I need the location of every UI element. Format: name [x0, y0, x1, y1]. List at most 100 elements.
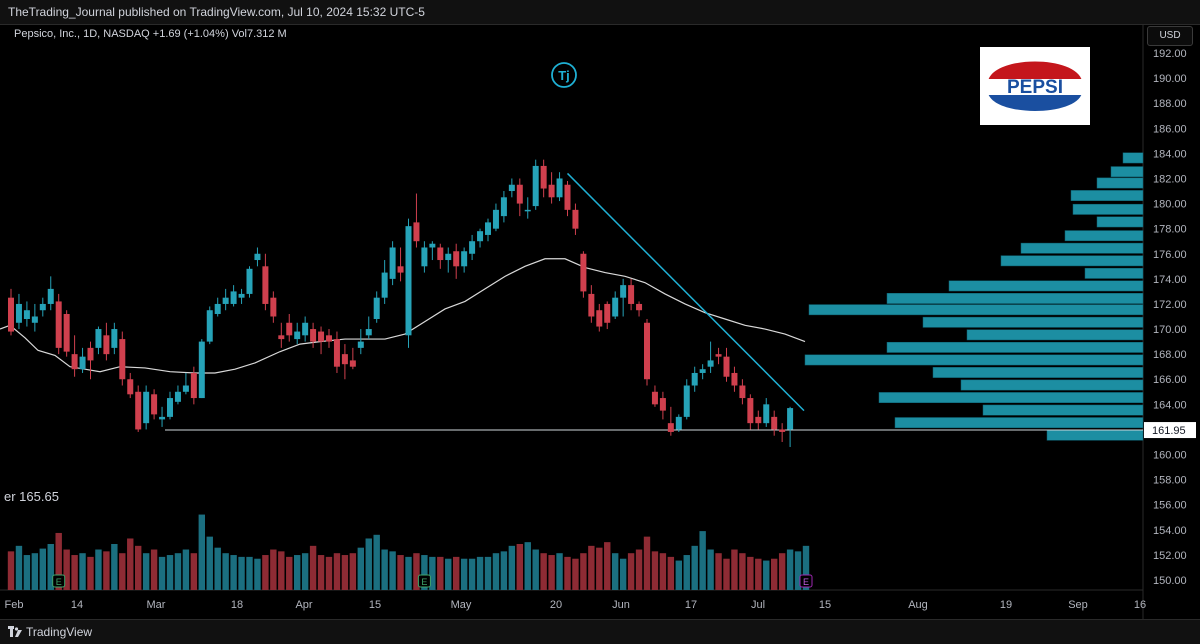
- candle-body[interactable]: [556, 178, 563, 198]
- candle-body[interactable]: [95, 329, 102, 348]
- candle-body[interactable]: [477, 231, 484, 242]
- candle-body[interactable]: [127, 379, 134, 395]
- candle-body[interactable]: [413, 222, 420, 242]
- candle-body[interactable]: [397, 266, 404, 273]
- candle-body[interactable]: [691, 372, 698, 386]
- candle-body[interactable]: [198, 341, 205, 399]
- candle-body[interactable]: [421, 247, 428, 267]
- candle-body[interactable]: [739, 385, 746, 399]
- candle-body[interactable]: [214, 303, 221, 314]
- candle-body[interactable]: [405, 226, 412, 336]
- candle-body[interactable]: [63, 313, 70, 352]
- candle-body[interactable]: [580, 253, 587, 292]
- candle-body[interactable]: [596, 310, 603, 327]
- candle-body[interactable]: [349, 360, 356, 367]
- candle-body[interactable]: [47, 288, 54, 304]
- candle-body[interactable]: [469, 241, 476, 254]
- candle-body[interactable]: [206, 310, 213, 342]
- candle-body[interactable]: [588, 293, 595, 317]
- candle-body[interactable]: [182, 385, 189, 392]
- candle-body[interactable]: [707, 360, 714, 367]
- candle-body[interactable]: [135, 391, 142, 430]
- candle-body[interactable]: [23, 310, 30, 320]
- earnings-marker[interactable]: [799, 574, 813, 588]
- candle-body[interactable]: [326, 335, 332, 342]
- candle-body[interactable]: [747, 398, 754, 424]
- candle-body[interactable]: [715, 354, 722, 357]
- candle-body[interactable]: [238, 293, 245, 298]
- candle-body[interactable]: [167, 398, 173, 417]
- candle-body[interactable]: [174, 391, 181, 402]
- candle-body[interactable]: [500, 197, 507, 217]
- candle-body[interactable]: [723, 356, 730, 377]
- candle-body[interactable]: [357, 341, 364, 348]
- candle-body[interactable]: [667, 423, 674, 432]
- candle-body[interactable]: [771, 416, 778, 430]
- candle-body[interactable]: [365, 329, 372, 336]
- candle-body[interactable]: [15, 303, 22, 323]
- candle-body[interactable]: [540, 165, 547, 189]
- candle-body[interactable]: [39, 303, 46, 311]
- candle-body[interactable]: [71, 354, 78, 370]
- candle-body[interactable]: [532, 165, 539, 207]
- candle-body[interactable]: [230, 291, 237, 304]
- candle-body[interactable]: [516, 184, 523, 204]
- candle-body[interactable]: [620, 285, 627, 298]
- candle-body[interactable]: [294, 331, 301, 340]
- candle-body[interactable]: [55, 301, 62, 348]
- candle-body[interactable]: [159, 416, 166, 420]
- candle-body[interactable]: [731, 372, 738, 386]
- candle-body[interactable]: [302, 322, 309, 336]
- candle-body[interactable]: [508, 184, 515, 192]
- candle-body[interactable]: [286, 322, 293, 336]
- candle-body[interactable]: [572, 209, 579, 229]
- candle-body[interactable]: [453, 251, 460, 267]
- candle-body[interactable]: [222, 297, 229, 304]
- candle-body[interactable]: [270, 297, 277, 317]
- candle-body[interactable]: [763, 404, 770, 424]
- candle-body[interactable]: [675, 416, 682, 430]
- candle-body[interactable]: [318, 331, 325, 342]
- candle-body[interactable]: [461, 251, 468, 267]
- candle-body[interactable]: [548, 184, 555, 198]
- candle-body[interactable]: [604, 303, 611, 323]
- candle-body[interactable]: [683, 385, 690, 417]
- candle-body[interactable]: [254, 253, 261, 261]
- trendline[interactable]: [566, 172, 805, 412]
- candle-body[interactable]: [190, 372, 197, 399]
- candle-body[interactable]: [111, 329, 118, 348]
- earnings-marker[interactable]: [52, 574, 66, 588]
- candle-body[interactable]: [381, 272, 388, 298]
- candle-body[interactable]: [373, 297, 380, 320]
- candle-body[interactable]: [485, 222, 491, 235]
- candle-body[interactable]: [755, 416, 762, 424]
- candle-body[interactable]: [564, 184, 571, 210]
- candle-body[interactable]: [143, 391, 150, 424]
- candle-body[interactable]: [492, 209, 499, 229]
- candle-body[interactable]: [262, 266, 269, 304]
- candle-body[interactable]: [628, 285, 635, 304]
- candle-body[interactable]: [103, 335, 110, 355]
- price-chart[interactable]: 192.00 190.00 188.00 186.00 184.00 182.00 180.…: [0, 24, 1200, 619]
- candle-body[interactable]: [437, 247, 444, 261]
- candle-body[interactable]: [636, 303, 643, 311]
- earnings-marker[interactable]: [417, 574, 431, 588]
- candle-body[interactable]: [779, 429, 786, 432]
- candle-body[interactable]: [246, 268, 253, 294]
- candle-body[interactable]: [389, 247, 396, 279]
- candle-body[interactable]: [119, 339, 126, 380]
- candle-body[interactable]: [644, 322, 650, 380]
- candle-body[interactable]: [31, 316, 38, 323]
- candle-body[interactable]: [699, 369, 706, 373]
- candle-body[interactable]: [659, 398, 666, 411]
- candle-body[interactable]: [87, 347, 94, 361]
- candle-body[interactable]: [8, 297, 14, 332]
- candle-body[interactable]: [445, 253, 452, 261]
- candle-body[interactable]: [612, 297, 619, 317]
- candle-body[interactable]: [341, 354, 348, 365]
- candle-body[interactable]: [79, 356, 86, 370]
- candle-body[interactable]: [787, 408, 794, 430]
- footer-brand[interactable]: TradingView: [26, 625, 93, 639]
- currency-button[interactable]: USD: [1147, 26, 1193, 46]
- candle-body[interactable]: [333, 339, 340, 367]
